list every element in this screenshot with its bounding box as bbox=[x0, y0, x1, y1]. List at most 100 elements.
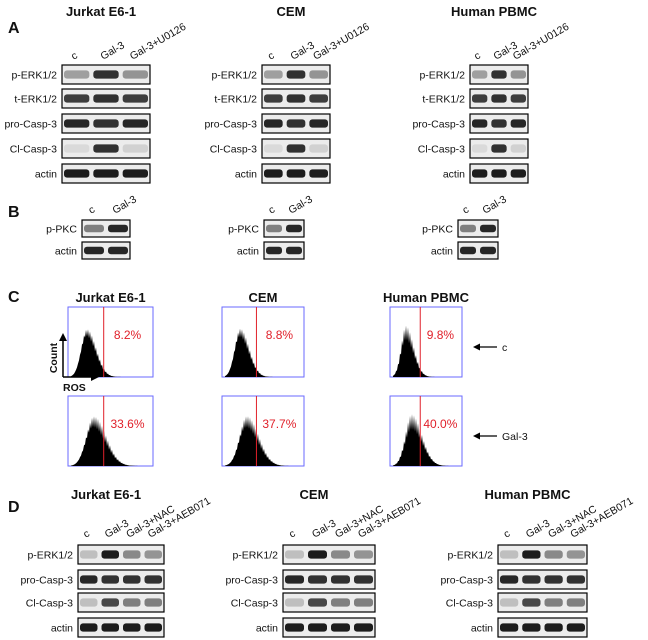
band bbox=[544, 623, 563, 632]
lane-label: Gal-3+U0126 bbox=[311, 21, 371, 63]
histogram bbox=[71, 416, 150, 466]
arrowhead bbox=[473, 343, 480, 351]
histogram bbox=[71, 329, 150, 377]
band bbox=[93, 70, 119, 79]
blot-strip bbox=[497, 569, 588, 590]
band bbox=[108, 224, 128, 233]
band bbox=[331, 550, 350, 559]
group-title: CEM bbox=[249, 290, 278, 305]
band bbox=[144, 550, 162, 559]
blot-strip bbox=[457, 241, 499, 260]
band bbox=[122, 70, 148, 79]
band bbox=[491, 169, 507, 178]
blot-strip bbox=[77, 544, 165, 565]
row-label: actin bbox=[235, 169, 257, 181]
row-label: t-ERK1/2 bbox=[422, 94, 465, 106]
row-label: pro-Casp-3 bbox=[4, 119, 57, 131]
percent-label: 37.7% bbox=[262, 417, 296, 431]
blot-strip bbox=[497, 544, 588, 565]
band bbox=[101, 550, 119, 559]
group-title: Human PBMC bbox=[451, 4, 538, 19]
row-label: pro-Casp-3 bbox=[412, 119, 465, 131]
band bbox=[80, 598, 98, 607]
band bbox=[80, 623, 98, 632]
band bbox=[64, 119, 90, 128]
blot-strip bbox=[497, 592, 588, 613]
band bbox=[510, 144, 526, 153]
axis-label: Count bbox=[48, 342, 60, 373]
band bbox=[144, 575, 162, 584]
band bbox=[286, 246, 302, 255]
band bbox=[286, 119, 306, 128]
group-title: CEM bbox=[277, 4, 306, 19]
band bbox=[491, 70, 507, 79]
band bbox=[308, 575, 327, 584]
band bbox=[123, 623, 141, 632]
lane-label: Gal-3+U0126 bbox=[128, 21, 188, 63]
row-label: actin bbox=[237, 246, 259, 258]
blot-strip bbox=[263, 219, 305, 238]
panel-label: B bbox=[8, 204, 20, 221]
row-label: p-ERK1/2 bbox=[232, 550, 278, 562]
band bbox=[510, 169, 526, 178]
band bbox=[286, 94, 306, 103]
band bbox=[80, 550, 98, 559]
band bbox=[522, 550, 541, 559]
band bbox=[122, 119, 148, 128]
percent-label: 8.8% bbox=[266, 328, 294, 342]
band bbox=[500, 623, 519, 632]
band bbox=[500, 550, 519, 559]
band bbox=[285, 623, 304, 632]
band bbox=[286, 169, 306, 178]
band bbox=[472, 70, 488, 79]
band bbox=[510, 70, 526, 79]
blot-strip bbox=[497, 617, 588, 638]
group-title: Human PBMC bbox=[485, 487, 572, 502]
band bbox=[64, 169, 90, 178]
row-label: p-ERK1/2 bbox=[11, 70, 57, 82]
blot-strip bbox=[282, 569, 376, 590]
band bbox=[331, 598, 350, 607]
band bbox=[331, 623, 350, 632]
group-title: Jurkat E6-1 bbox=[71, 487, 141, 502]
row-label: Cl-Casp-3 bbox=[10, 144, 57, 156]
band bbox=[123, 575, 141, 584]
lane-label: Gal-3 bbox=[111, 193, 139, 216]
band bbox=[84, 246, 104, 255]
panel-label: A bbox=[8, 20, 20, 37]
band bbox=[122, 94, 148, 103]
band bbox=[93, 94, 119, 103]
group-title: Human PBMC bbox=[383, 290, 470, 305]
band bbox=[309, 169, 328, 178]
lane-label: c bbox=[69, 50, 80, 63]
blot-strip bbox=[81, 219, 131, 238]
band bbox=[460, 246, 476, 255]
band bbox=[309, 94, 328, 103]
row-label: actin bbox=[443, 169, 465, 181]
row-label: actin bbox=[471, 623, 493, 635]
band bbox=[480, 224, 496, 233]
band bbox=[286, 224, 302, 233]
lane-label: Gal-3 bbox=[287, 193, 315, 216]
band bbox=[264, 144, 283, 153]
band bbox=[101, 598, 119, 607]
row-label: Cl-Casp-3 bbox=[418, 144, 465, 156]
blot-strip bbox=[282, 617, 376, 638]
band bbox=[64, 70, 90, 79]
band bbox=[354, 598, 373, 607]
row-label: Cl-Casp-3 bbox=[26, 598, 73, 610]
band bbox=[286, 144, 306, 153]
axis-label: ROS bbox=[63, 382, 86, 394]
lane-label: c bbox=[87, 204, 98, 217]
band bbox=[309, 119, 328, 128]
row-label: t-ERK1/2 bbox=[14, 94, 57, 106]
row-label: t-ERK1/2 bbox=[214, 94, 257, 106]
row-label: actin bbox=[35, 169, 57, 181]
band bbox=[309, 70, 328, 79]
histogram bbox=[225, 416, 301, 466]
band bbox=[93, 144, 119, 153]
percent-label: 9.8% bbox=[427, 328, 455, 342]
row-label: actin bbox=[55, 246, 77, 258]
group-title: CEM bbox=[300, 487, 329, 502]
